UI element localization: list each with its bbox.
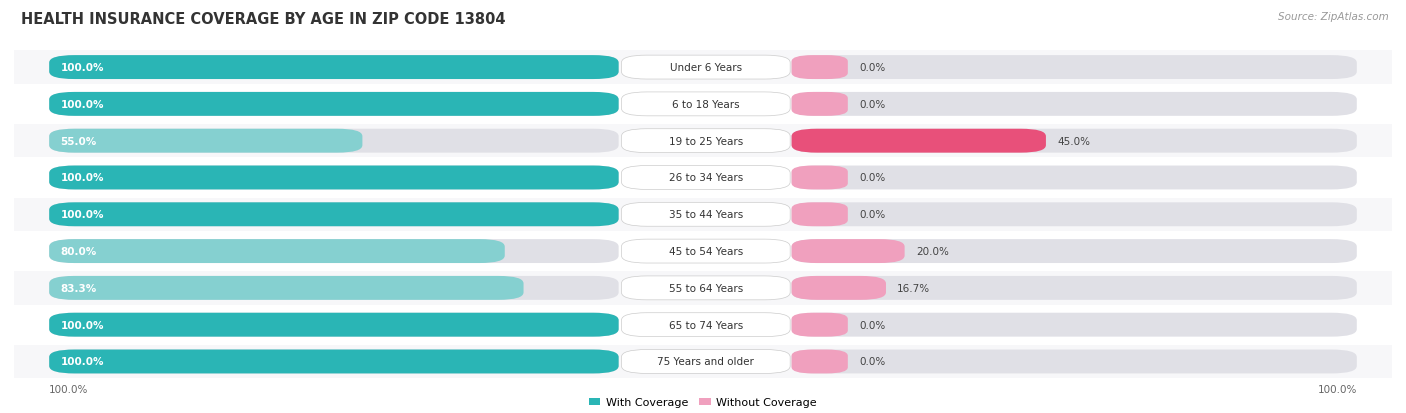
FancyBboxPatch shape [792,240,1357,263]
FancyBboxPatch shape [49,203,619,227]
Legend: With Coverage, Without Coverage: With Coverage, Without Coverage [589,397,817,408]
Text: 100.0%: 100.0% [60,210,104,220]
Text: 75 Years and older: 75 Years and older [658,356,754,367]
FancyBboxPatch shape [792,350,1357,373]
FancyBboxPatch shape [792,313,1357,337]
Bar [14,125,1392,158]
Text: 100.0%: 100.0% [60,320,104,330]
FancyBboxPatch shape [792,166,848,190]
FancyBboxPatch shape [792,203,1357,227]
Text: 20.0%: 20.0% [915,247,949,256]
Bar [14,198,1392,231]
Text: 100.0%: 100.0% [60,63,104,73]
Text: 83.3%: 83.3% [60,283,97,293]
Text: 0.0%: 0.0% [859,173,886,183]
FancyBboxPatch shape [621,203,790,227]
FancyBboxPatch shape [621,276,790,300]
Text: HEALTH INSURANCE COVERAGE BY AGE IN ZIP CODE 13804: HEALTH INSURANCE COVERAGE BY AGE IN ZIP … [21,12,506,27]
Text: 0.0%: 0.0% [859,320,886,330]
FancyBboxPatch shape [792,56,848,80]
Text: 55 to 64 Years: 55 to 64 Years [669,283,742,293]
FancyBboxPatch shape [49,166,619,190]
FancyBboxPatch shape [49,93,619,116]
FancyBboxPatch shape [792,203,848,227]
Text: 100.0%: 100.0% [49,384,89,394]
Text: 100.0%: 100.0% [60,356,104,367]
Bar [14,51,1392,85]
Text: 0.0%: 0.0% [859,210,886,220]
FancyBboxPatch shape [49,129,363,153]
FancyBboxPatch shape [49,350,619,373]
FancyBboxPatch shape [621,240,790,263]
Text: 0.0%: 0.0% [859,63,886,73]
FancyBboxPatch shape [792,313,848,337]
FancyBboxPatch shape [49,56,619,80]
Text: 80.0%: 80.0% [60,247,97,256]
FancyBboxPatch shape [792,166,1357,190]
FancyBboxPatch shape [792,350,848,373]
FancyBboxPatch shape [621,93,790,116]
FancyBboxPatch shape [621,129,790,153]
Text: Under 6 Years: Under 6 Years [669,63,742,73]
Text: 0.0%: 0.0% [859,100,886,109]
FancyBboxPatch shape [792,56,1357,80]
Text: 100.0%: 100.0% [1317,384,1357,394]
FancyBboxPatch shape [49,313,619,337]
Text: 35 to 44 Years: 35 to 44 Years [669,210,742,220]
FancyBboxPatch shape [49,313,619,337]
FancyBboxPatch shape [49,93,619,116]
Text: 6 to 18 Years: 6 to 18 Years [672,100,740,109]
FancyBboxPatch shape [49,350,619,373]
Text: 100.0%: 100.0% [60,100,104,109]
Bar [14,88,1392,121]
Text: 19 to 25 Years: 19 to 25 Years [669,136,742,146]
Text: Source: ZipAtlas.com: Source: ZipAtlas.com [1278,12,1389,22]
Bar [14,308,1392,342]
FancyBboxPatch shape [621,56,790,80]
Bar [14,235,1392,268]
FancyBboxPatch shape [49,166,619,190]
FancyBboxPatch shape [621,350,790,373]
Bar [14,345,1392,378]
Text: 0.0%: 0.0% [859,356,886,367]
FancyBboxPatch shape [792,93,848,116]
FancyBboxPatch shape [49,240,619,263]
Text: 65 to 74 Years: 65 to 74 Years [669,320,742,330]
FancyBboxPatch shape [792,276,886,300]
FancyBboxPatch shape [792,129,1357,153]
Text: 16.7%: 16.7% [897,283,931,293]
FancyBboxPatch shape [49,276,619,300]
Bar [14,271,1392,305]
FancyBboxPatch shape [621,313,790,337]
Bar [14,161,1392,195]
FancyBboxPatch shape [49,129,619,153]
FancyBboxPatch shape [792,93,1357,116]
FancyBboxPatch shape [621,166,790,190]
FancyBboxPatch shape [49,203,619,227]
Text: 100.0%: 100.0% [60,173,104,183]
FancyBboxPatch shape [49,240,505,263]
FancyBboxPatch shape [49,276,523,300]
FancyBboxPatch shape [792,276,1357,300]
FancyBboxPatch shape [792,129,1046,153]
Text: 45 to 54 Years: 45 to 54 Years [669,247,742,256]
FancyBboxPatch shape [49,56,619,80]
Text: 45.0%: 45.0% [1057,136,1090,146]
Text: 55.0%: 55.0% [60,136,97,146]
FancyBboxPatch shape [792,240,904,263]
Text: 26 to 34 Years: 26 to 34 Years [669,173,742,183]
